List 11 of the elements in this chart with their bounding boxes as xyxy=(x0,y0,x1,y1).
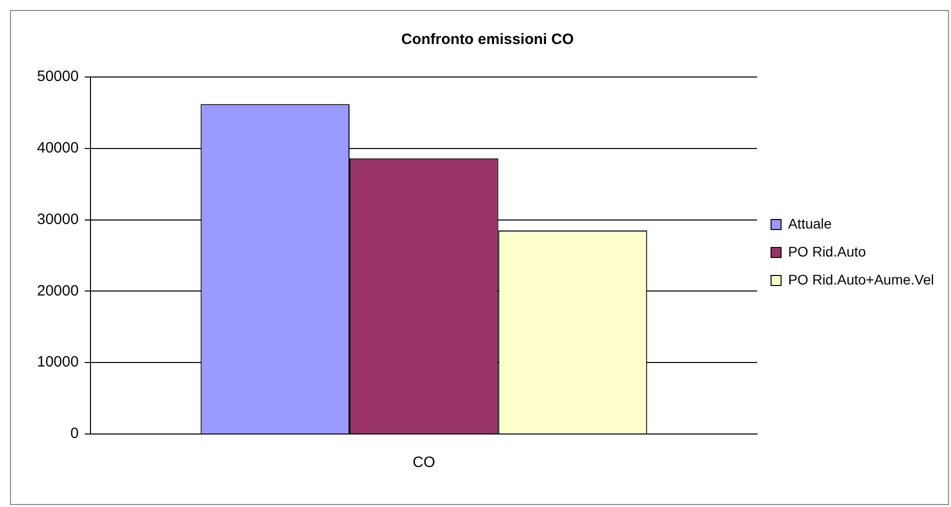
y-tick-label: 30000 xyxy=(36,210,79,228)
y-tick-label: 10000 xyxy=(36,354,79,371)
chart-title: Confronto emissioni CO xyxy=(401,31,574,48)
y-tick-label: 50000 xyxy=(36,68,79,86)
y-tick-label: 40000 xyxy=(36,140,79,157)
x-tick-label: CO xyxy=(412,454,436,472)
legend-label: PO Rid.Auto+Aume.Vel xyxy=(788,271,934,288)
y-tick-label: 20000 xyxy=(36,282,79,300)
legend-label: PO Rid.Auto xyxy=(788,243,866,260)
legend-label: Attuale xyxy=(788,215,832,232)
y-tick-label: 0 xyxy=(70,425,79,442)
